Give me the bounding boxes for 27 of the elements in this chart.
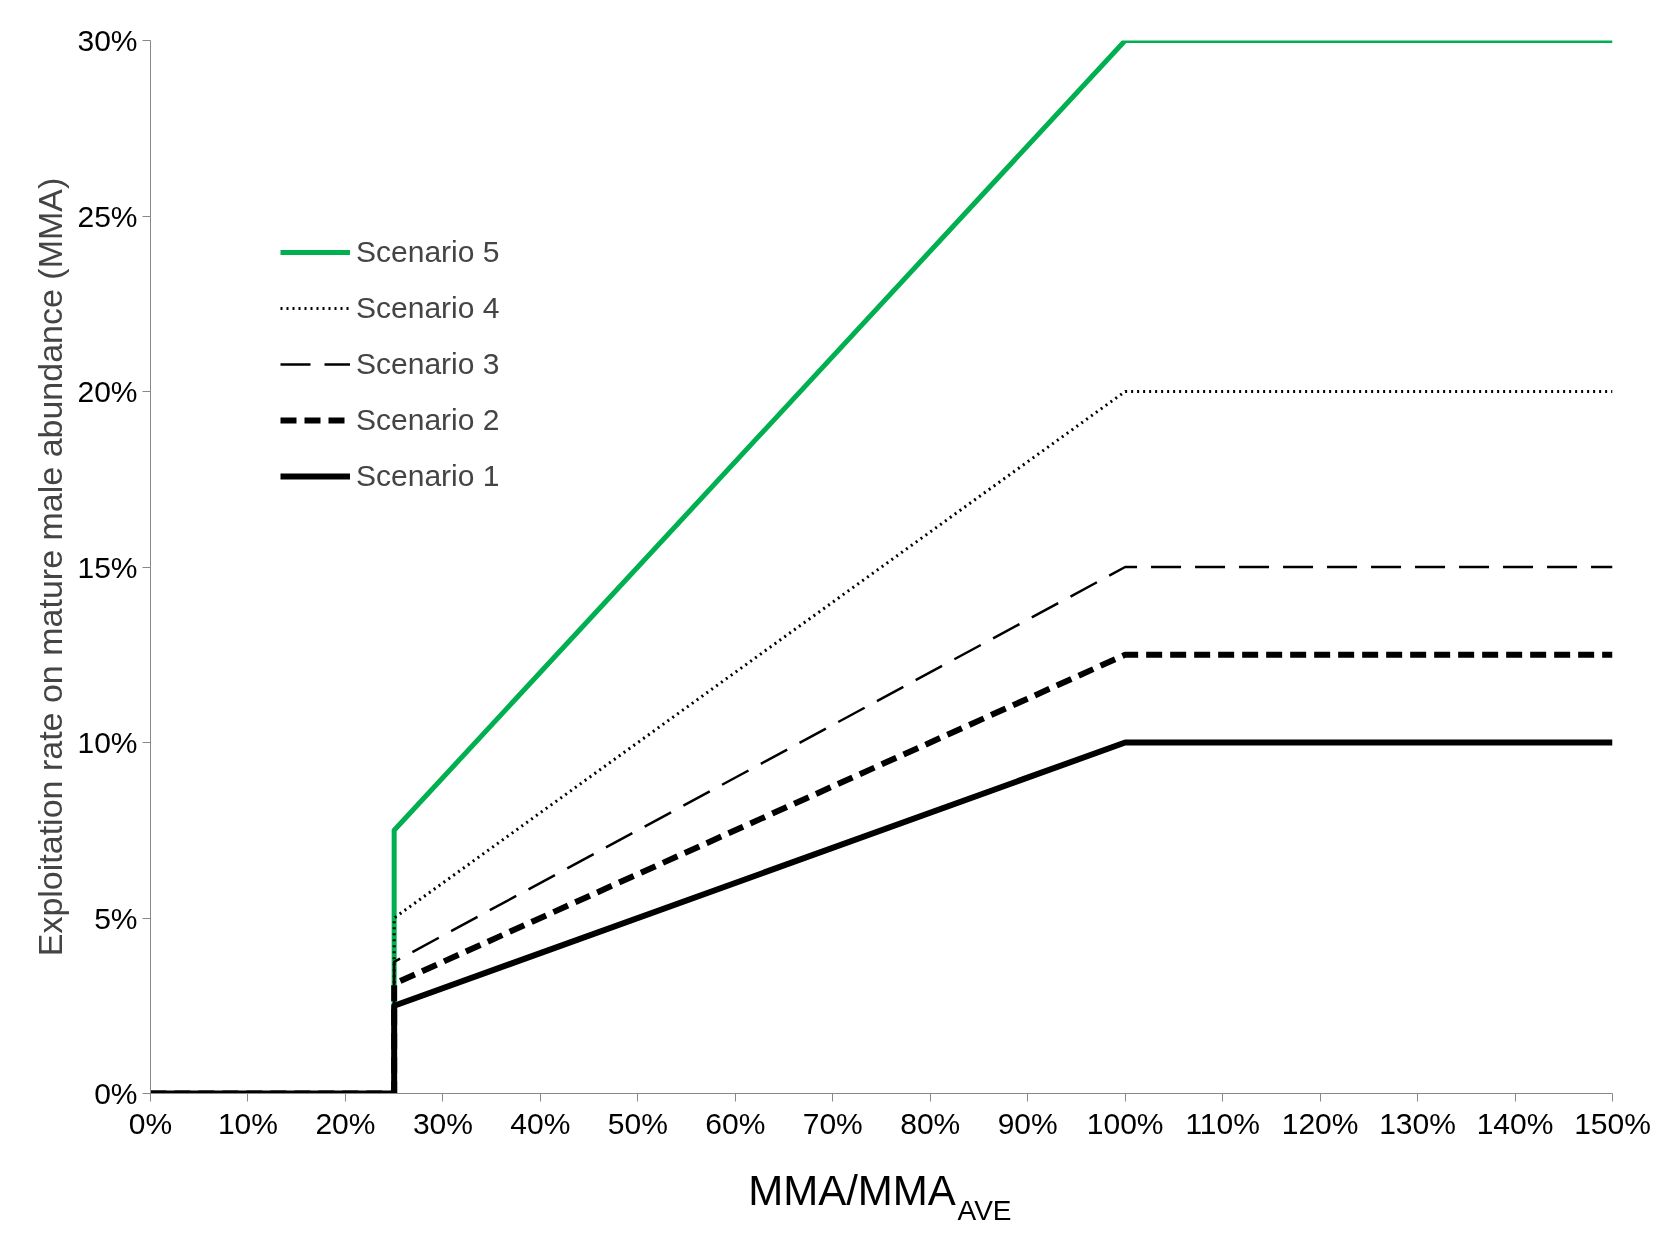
x-tick-label: 20% <box>315 1106 376 1140</box>
x-tick-label: 100% <box>1086 1106 1164 1140</box>
legend-label: Scenario 5 <box>356 235 500 269</box>
x-tick-label: 50% <box>607 1106 668 1140</box>
legend-label: Scenario 1 <box>356 459 500 493</box>
x-tick-label: 10% <box>217 1106 278 1140</box>
y-axis-title: Exploitation rate on mature male abundance (MMA) <box>31 177 70 957</box>
x-tick-label: 110% <box>1185 1106 1260 1140</box>
y-tick-label: 25% <box>77 199 138 233</box>
y-tick-label: 20% <box>77 375 138 408</box>
x-tick-label: 90% <box>997 1106 1058 1140</box>
x-tick-label: 70% <box>802 1106 863 1140</box>
x-tick-label: 130% <box>1379 1106 1456 1140</box>
y-tick-label: 10% <box>77 726 138 759</box>
legend-label: Scenario 2 <box>356 403 500 437</box>
x-tick-label: 80% <box>900 1106 961 1140</box>
x-tick-label: 40% <box>510 1106 571 1140</box>
x-tick-label: 60% <box>705 1106 766 1140</box>
y-tick-label: 30% <box>77 24 138 57</box>
y-tick-label: 15% <box>77 550 138 584</box>
y-tick-label: 5% <box>94 901 138 935</box>
x-tick-label: 30% <box>412 1106 473 1140</box>
legend-label: Scenario 3 <box>356 347 500 381</box>
x-tick-label: 150% <box>1574 1106 1651 1140</box>
x-tick-label: 140% <box>1476 1106 1554 1140</box>
x-tick-label: 120% <box>1281 1106 1359 1140</box>
legend-label: Scenario 4 <box>356 291 500 325</box>
